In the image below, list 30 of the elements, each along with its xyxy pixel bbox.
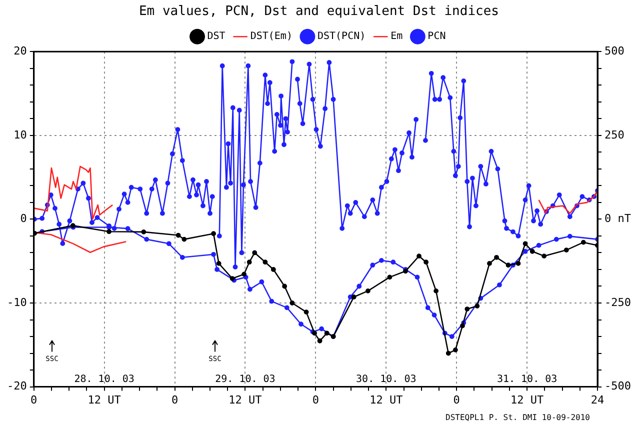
y2-tick-label: -500	[604, 380, 632, 393]
x-tick-label: 0	[30, 393, 38, 406]
text: DSTEQPL1 P. St. DMI 10-09-2010	[446, 413, 590, 422]
legend-label: DST(Em)	[250, 31, 292, 42]
legend-label: PCN	[428, 31, 446, 42]
x-tick-label: 12 UT	[88, 393, 122, 406]
y2-tick-label: 0 nT	[604, 212, 632, 226]
legend-label: DST(PCN)	[317, 31, 366, 42]
annotation: 30. 10. 03	[356, 374, 416, 385]
x-tick-label: 12 UT	[228, 393, 262, 406]
x-tick-label: 0	[312, 393, 319, 406]
annotation: 29. 10. 03	[215, 374, 276, 385]
y-tick-label: 0	[20, 212, 27, 226]
y-tick-label: 20	[14, 44, 27, 58]
y-tick-label: -10	[6, 296, 27, 309]
chart-title: Em values, PCN, Dst and equivalent Dst indices	[138, 4, 500, 20]
legend-label: Em	[390, 31, 403, 42]
y2-tick-label: 500	[604, 44, 624, 58]
x-tick-label: 0	[453, 393, 460, 406]
y2-tick-label: 250	[604, 128, 624, 142]
y-tick-label: 10	[14, 128, 27, 142]
annotation: 31. 10. 03	[496, 374, 558, 385]
x-tick-label: 12 UT	[510, 393, 544, 406]
y-tick-label: -20	[6, 380, 27, 393]
x-tick-label: 12 UT	[370, 393, 404, 406]
x-tick-label: 24	[590, 393, 605, 406]
annotation: 28. 10. 03	[74, 374, 134, 385]
x-tick-label: 0	[171, 393, 178, 406]
legend-label: DST	[207, 31, 226, 42]
y2-tick-label: -250	[604, 296, 632, 309]
